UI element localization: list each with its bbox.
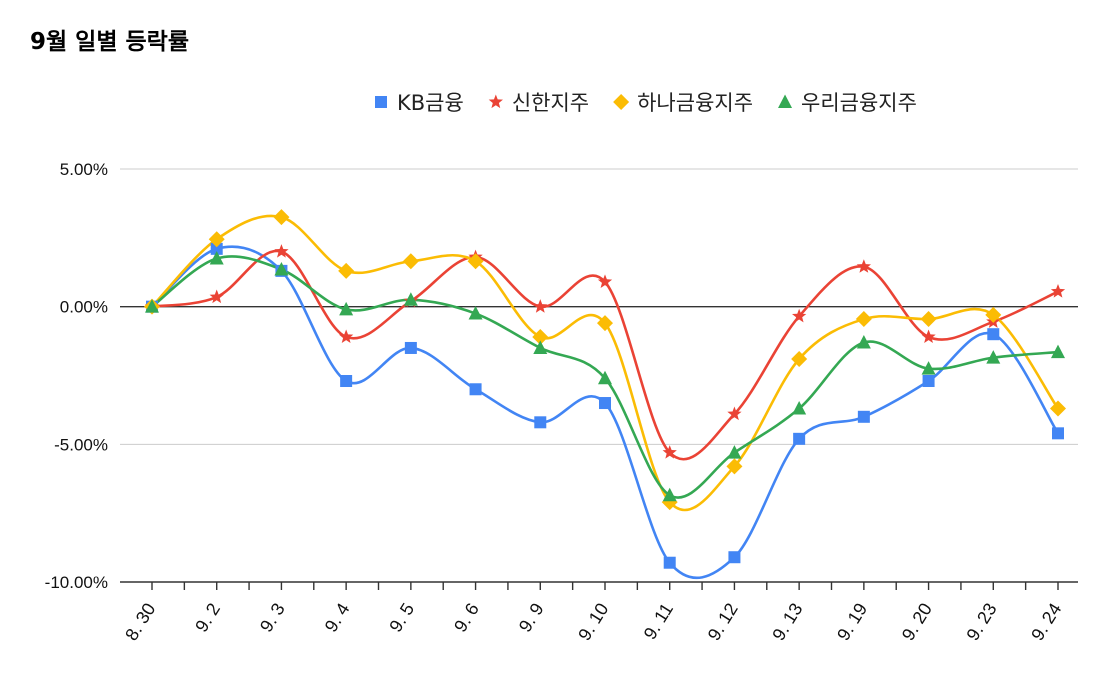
- x-tick-label: 9. 9: [515, 600, 548, 636]
- x-axis: 8. 30 9. 2 9. 3 9. 4 9. 5 9. 6 9. 9 9. 10 9. 11 9…: [121, 582, 1065, 644]
- data-point-1: [1050, 284, 1066, 298]
- data-point-0: [1052, 427, 1064, 440]
- data-point-3: [598, 370, 612, 385]
- data-point-3: [986, 350, 1001, 364]
- legend-marker-2: [613, 94, 630, 110]
- x-tick-label: 9. 13: [768, 600, 806, 645]
- data-point-1: [856, 259, 871, 273]
- data-point-1: [274, 244, 289, 258]
- data-point-3: [274, 261, 289, 276]
- legend-label-3: 우리금융지주: [801, 91, 917, 115]
- x-tick-label: 9. 10: [574, 600, 612, 645]
- data-point-2: [273, 209, 290, 226]
- data-point-0: [793, 432, 806, 445]
- data-point-3: [856, 334, 871, 349]
- data-point-0: [663, 556, 676, 569]
- data-point-2: [920, 311, 937, 328]
- x-tick-label: 9. 20: [898, 600, 936, 645]
- x-tick-label: 9. 3: [256, 600, 289, 636]
- data-point-2: [1050, 400, 1066, 417]
- data-point-0: [922, 375, 935, 388]
- data-point-0: [599, 397, 611, 410]
- data-point-2: [208, 231, 225, 248]
- data-point-1: [792, 308, 807, 323]
- data-point-1: [209, 289, 224, 304]
- legend-label-0: KB금융: [397, 91, 464, 115]
- chart-title: 9월 일별 등락률: [30, 29, 189, 55]
- data-point-0: [340, 375, 353, 388]
- series-line-3: [151, 255, 1059, 499]
- legend-label-2: 하나금융지주: [637, 91, 753, 115]
- x-tick-label: 9. 24: [1027, 600, 1065, 645]
- data-point-0: [728, 551, 741, 564]
- data-point-2: [597, 315, 613, 332]
- data-point-0: [469, 383, 482, 396]
- data-point-1: [597, 274, 613, 288]
- series-markers: [144, 209, 1066, 569]
- data-point-2: [726, 458, 743, 475]
- data-point-1: [339, 329, 354, 344]
- x-tick-label: 9. 2: [191, 600, 224, 636]
- data-point-3: [921, 361, 936, 375]
- data-point-0: [987, 328, 1000, 341]
- data-point-1: [662, 445, 677, 459]
- data-point-1: [533, 299, 548, 313]
- y-axis-ticks: 5.00% 0.00% -5.00% -10.00%: [45, 160, 108, 592]
- series-line-2: [151, 214, 1060, 512]
- legend: KB금융 신한지주 하나금융지주 우리금융지주: [375, 91, 917, 115]
- data-point-3: [662, 487, 677, 502]
- data-point-0: [404, 341, 417, 354]
- x-tick-label: 8. 30: [121, 600, 159, 645]
- gridlines: [120, 168, 1078, 583]
- data-point-3: [1051, 344, 1065, 359]
- x-tick-label: 9. 19: [833, 600, 871, 645]
- legend-marker-3: [778, 94, 793, 108]
- data-point-0: [534, 416, 547, 429]
- data-point-0: [210, 242, 223, 255]
- data-point-2: [985, 306, 1002, 323]
- y-tick-label: -10.00%: [45, 573, 108, 592]
- data-point-2: [532, 328, 549, 345]
- data-point-3: [403, 292, 418, 306]
- data-point-2: [338, 262, 355, 279]
- data-point-2: [791, 350, 808, 367]
- legend-label-1: 신한지주: [512, 91, 589, 115]
- x-tick-label: 9. 5: [385, 600, 418, 636]
- y-tick-label: 0.00%: [60, 298, 108, 317]
- series-line-0: [151, 245, 1060, 580]
- series-lines: [151, 214, 1060, 580]
- data-point-1: [921, 329, 936, 344]
- legend-marker-1: [488, 94, 503, 109]
- x-tick-label: 9. 4: [321, 600, 354, 636]
- legend-marker-0: [375, 96, 387, 108]
- data-point-3: [339, 301, 354, 316]
- data-point-3: [792, 401, 807, 415]
- y-tick-label: 5.00%: [60, 160, 108, 179]
- data-point-3: [145, 299, 159, 313]
- x-tick-label: 9. 23: [962, 600, 1000, 645]
- x-tick-label: 9. 6: [450, 600, 483, 636]
- data-point-3: [468, 306, 483, 320]
- y-tick-label: -5.00%: [54, 435, 108, 454]
- data-point-3: [533, 340, 548, 354]
- data-point-2: [855, 311, 872, 328]
- data-point-3: [727, 445, 742, 459]
- data-point-3: [209, 250, 224, 265]
- data-point-0: [857, 410, 870, 423]
- x-tick-label: 9. 12: [704, 600, 742, 645]
- x-tick-label: 9. 11: [640, 600, 677, 643]
- data-point-2: [402, 253, 419, 270]
- data-point-2: [467, 253, 484, 270]
- data-point-1: [727, 406, 742, 421]
